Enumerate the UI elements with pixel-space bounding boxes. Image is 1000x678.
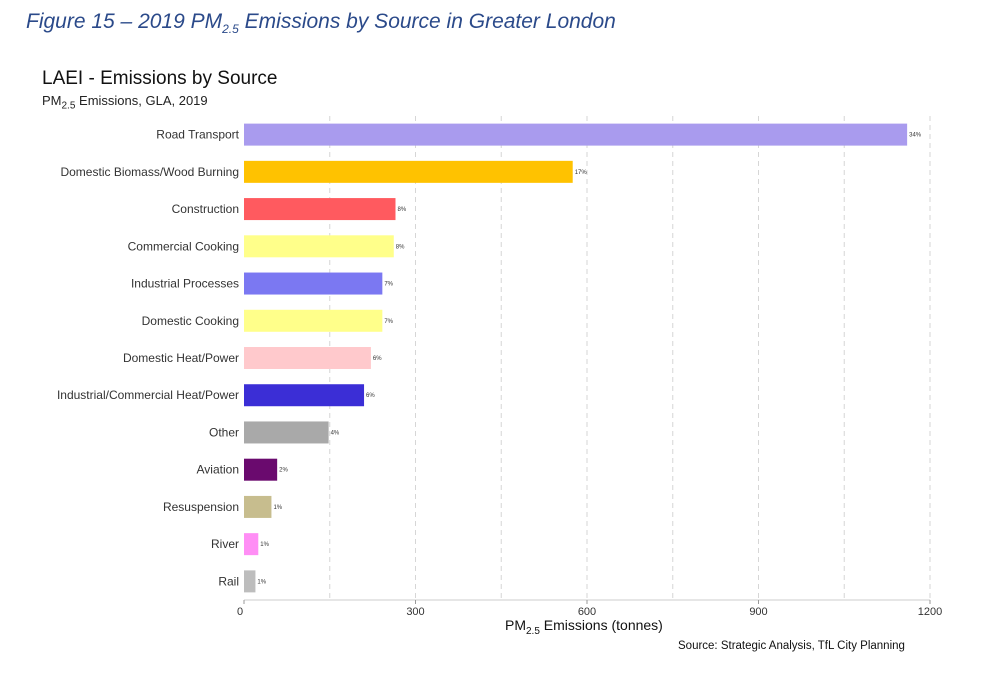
bar (244, 570, 256, 593)
bar-percent-label: 34% (909, 133, 922, 139)
category-label: Industrial/Commercial Heat/Power (57, 388, 239, 402)
category-label: Rail (218, 574, 239, 588)
category-label: Construction (172, 202, 239, 216)
category-label: Domestic Biomass/Wood Burning (60, 165, 239, 179)
category-label: Industrial Processes (131, 277, 239, 291)
bar (244, 421, 329, 444)
category-label: Road Transport (156, 128, 239, 142)
category-label: Resuspension (163, 500, 239, 514)
category-label: Domestic Cooking (142, 314, 239, 328)
bar-percent-label: 8% (396, 244, 405, 250)
bar-percent-label: 1% (273, 505, 282, 511)
category-label: Other (209, 425, 239, 439)
category-label: Commercial Cooking (128, 239, 239, 253)
bar-percent-label: 8% (397, 207, 406, 213)
bar (244, 347, 371, 369)
bar (244, 458, 278, 481)
bar (244, 160, 573, 183)
bar (244, 198, 396, 221)
bar (244, 235, 394, 258)
chart-title: LAEI - Emissions by Source (42, 68, 278, 89)
x-tick-label: 1200 (918, 606, 942, 618)
bar-percent-label: 17% (575, 170, 588, 176)
category-label: Domestic Heat/Power (123, 351, 239, 365)
bar-percent-label: 1% (260, 542, 269, 548)
x-tick-label: 0 (237, 606, 243, 618)
bar-percent-label: 7% (384, 319, 393, 325)
category-label: River (211, 537, 239, 551)
source-note: Source: Strategic Analysis, TfL City Pla… (678, 640, 905, 652)
bar-percent-label: 1% (257, 579, 266, 585)
bar-percent-label: 6% (366, 393, 375, 399)
bar-percent-label: 7% (384, 282, 393, 288)
bar-percent-label: 2% (279, 468, 288, 474)
bar (244, 384, 365, 407)
bar-percent-label: 6% (373, 356, 382, 362)
x-tick-label: 300 (406, 606, 424, 618)
category-label: Aviation (197, 463, 239, 477)
x-tick-label: 900 (749, 606, 767, 618)
bar (244, 495, 272, 518)
bar (244, 309, 383, 332)
bar (244, 533, 259, 556)
x-tick-label: 600 (578, 606, 596, 618)
bar-percent-label: 4% (331, 430, 340, 436)
bar (244, 272, 383, 295)
bar (244, 123, 908, 146)
chart-subtitle: PM2.5 Emissions, GLA, 2019 (42, 93, 208, 112)
figure-caption: Figure 15 – 2019 PM2.5 Emissions by Sour… (26, 10, 616, 37)
